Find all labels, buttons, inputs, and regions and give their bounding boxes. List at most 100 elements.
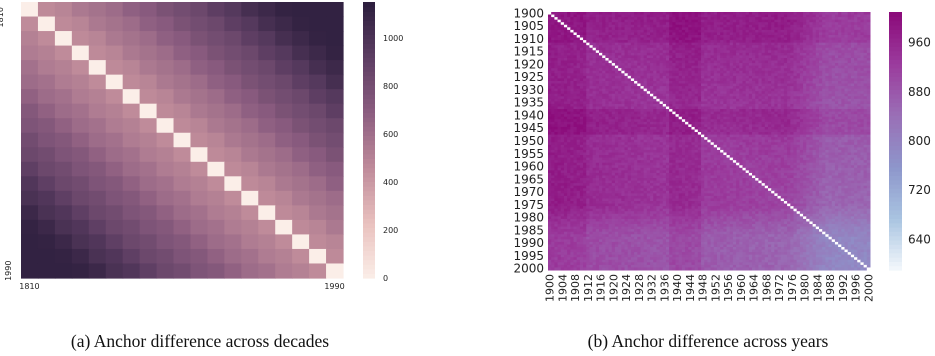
- heatmap-cell: [761, 55, 766, 59]
- heatmap-cell: [139, 132, 158, 148]
- heatmap-cell: [592, 27, 597, 31]
- heatmap-cell: [847, 34, 852, 39]
- heatmap-cell: [224, 45, 242, 61]
- heatmap-cell: [224, 234, 242, 250]
- heatmap-cell: [697, 45, 702, 49]
- heatmap-cell: [630, 47, 635, 51]
- heatmap-cell: [739, 121, 743, 125]
- heatmap-cell: [697, 98, 702, 102]
- heatmap-cell: [828, 124, 833, 128]
- colorbar-segment: [363, 163, 375, 169]
- heatmap-cell: [640, 65, 645, 69]
- colorbar-segment: [363, 84, 375, 90]
- heatmap-cell: [809, 40, 814, 44]
- heatmap-cell: [602, 12, 606, 16]
- heatmap-cell: [624, 86, 629, 90]
- heatmap-cell: [812, 47, 817, 51]
- heatmap-cell: [602, 106, 606, 110]
- heatmap-cell: [643, 47, 648, 51]
- heatmap-cell: [605, 19, 610, 23]
- heatmap-cell: [105, 118, 124, 134]
- heatmap-cell: [241, 103, 259, 119]
- heatmap-cell: [713, 34, 718, 39]
- heatmap-cell: [583, 73, 587, 77]
- heatmap-cell: [573, 17, 578, 21]
- heatmap-cell: [764, 24, 769, 28]
- heatmap-cell: [777, 32, 782, 36]
- heatmap-cell: [854, 42, 858, 46]
- heatmap-cell: [599, 78, 603, 82]
- heatmap-cell: [678, 40, 683, 44]
- heatmap-cell: [812, 98, 817, 102]
- heatmap-cell: [650, 88, 654, 92]
- heatmap-cell: [579, 12, 584, 16]
- heatmap-cell: [630, 29, 635, 33]
- heatmap-cell: [755, 101, 759, 105]
- heatmap-cell: [669, 73, 673, 77]
- heatmap-cell: [570, 86, 575, 90]
- heatmap-cell: [825, 88, 830, 92]
- heatmap-cell: [672, 34, 677, 39]
- heatmap-cell: [764, 88, 769, 92]
- heatmap-cell: [640, 70, 645, 74]
- heatmap-cell: [787, 29, 791, 33]
- heatmap-cell: [739, 119, 743, 123]
- heatmap-cell: [720, 22, 724, 26]
- heatmap-cell: [688, 24, 692, 28]
- heatmap-cell: [799, 37, 804, 41]
- heatmap-cell: [844, 111, 849, 115]
- heatmap-cell: [822, 55, 826, 59]
- heatmap-cell: [557, 109, 562, 113]
- heatmap-cell: [624, 17, 629, 21]
- heatmap-cell: [815, 116, 820, 120]
- heatmap-cell: [608, 60, 613, 64]
- heatmap-cell: [576, 116, 581, 120]
- heatmap-cell: [139, 263, 158, 279]
- heatmap-cell: [586, 96, 590, 100]
- heatmap-cell: [650, 40, 654, 44]
- heatmap-cell: [841, 34, 845, 39]
- heatmap-cell: [595, 32, 600, 36]
- heatmap-cell: [771, 34, 775, 39]
- heatmap-cell: [847, 27, 852, 31]
- heatmap-cell: [548, 47, 552, 51]
- heatmap-cell: [659, 121, 664, 125]
- heatmap-cell: [309, 118, 327, 134]
- heatmap-cell: [605, 68, 610, 72]
- heatmap-cell: [736, 63, 740, 67]
- heatmap-cell: [586, 126, 590, 130]
- heatmap-cell: [608, 106, 613, 110]
- heatmap-cell: [818, 22, 823, 26]
- heatmap-cell: [815, 55, 820, 59]
- heatmap-cell: [560, 124, 565, 128]
- heatmap-cell: [850, 73, 855, 77]
- heatmap-cell: [796, 121, 801, 125]
- heatmap-cell: [828, 40, 833, 44]
- heatmap-cell: [634, 124, 638, 128]
- heatmap-cell: [850, 52, 855, 56]
- heatmap-cell: [704, 91, 708, 95]
- heatmap-cell: [563, 101, 568, 105]
- heatmap-cell: [605, 111, 610, 115]
- heatmap-cell: [752, 57, 756, 62]
- heatmap-cell: [701, 119, 705, 123]
- heatmap-cell: [742, 50, 747, 54]
- heatmap-cell: [838, 93, 842, 97]
- heatmap-cell: [844, 47, 849, 51]
- heatmap-cell: [37, 60, 56, 76]
- heatmap-cell: [818, 86, 823, 90]
- heatmap-cell: [608, 88, 613, 92]
- heatmap-cell: [755, 50, 759, 54]
- heatmap-cell: [634, 42, 638, 46]
- heatmap-cell: [634, 73, 638, 77]
- heatmap-cell: [780, 78, 785, 82]
- heatmap-cell: [838, 65, 842, 69]
- heatmap-cell: [704, 80, 708, 85]
- heatmap-cell: [720, 111, 724, 115]
- heatmap-cell: [844, 101, 849, 105]
- heatmap-cell: [764, 109, 769, 113]
- heatmap-cell: [608, 27, 613, 31]
- heatmap-cell: [640, 121, 645, 125]
- heatmap-cell: [732, 106, 737, 110]
- heatmap-cell: [630, 40, 635, 44]
